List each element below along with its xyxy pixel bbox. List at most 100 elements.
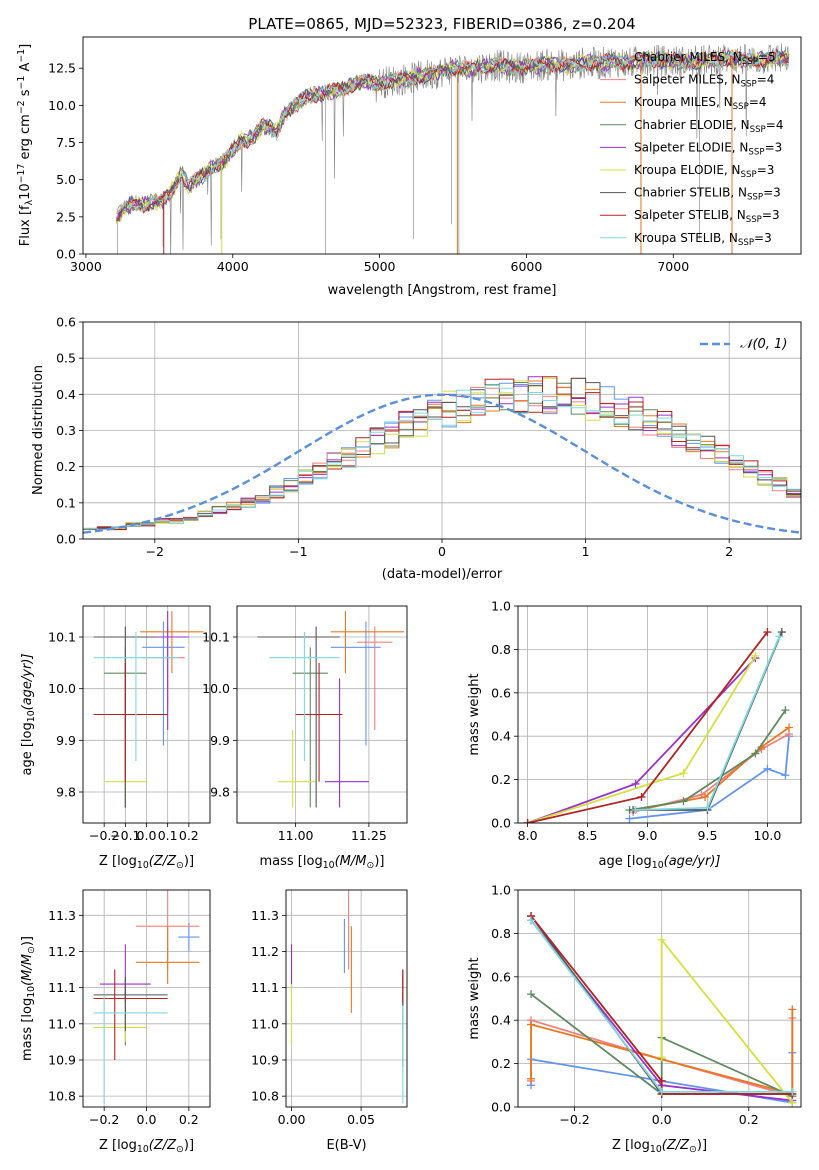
axes-frame	[82, 321, 802, 540]
y-axis-label-part: ⊙	[26, 946, 37, 954]
axes-frame	[82, 605, 211, 824]
y-tick-label: 9.8	[210, 785, 230, 800]
chart-age_vs_Z: −0.2−0.10.0 0.1 0.29.89.910.010.1Z [log10(…	[20, 605, 211, 871]
x-axis-label-part: ⊙	[689, 1144, 697, 1155]
y-axis-label-part: −17	[16, 164, 27, 184]
mass-weight-marker	[777, 628, 786, 637]
x-tick-label: −0.2	[559, 1112, 589, 1127]
y-tick-label: 1.0	[491, 883, 511, 898]
legend-label-part: SSP	[747, 193, 763, 203]
mass-weight-marker	[751, 651, 760, 660]
x-tick-label: 9.0	[638, 828, 658, 843]
plot-area	[291, 890, 404, 1104]
y-tick-label: 0.4	[491, 1013, 511, 1028]
legend-label: 𝒩(0, 1)	[740, 337, 787, 352]
chart-weight_vs_age: 8.0 8.5 9.0 9.5 10.0 0.0 0.2 0.4 0.6 0.8 1.0 age [l…	[467, 599, 802, 871]
x-axis-label: mass [log10(M/M⊙)]	[260, 854, 385, 871]
y-tick-label: 11.1	[48, 980, 76, 995]
y-tick-label: 11.3	[251, 908, 279, 923]
x-tick-label: 11.00	[278, 828, 314, 843]
y-tick-label: 9.9	[56, 733, 76, 748]
x-axis-label-part: Z [log	[612, 1138, 650, 1153]
mass-weight-marker	[625, 814, 634, 823]
y-tick-label: 0.6	[491, 969, 511, 984]
mass-weight-marker	[763, 764, 772, 773]
x-axis-label-part: Z [log	[99, 854, 137, 869]
legend-label: Salpeter STELIB, NSSP=3	[634, 208, 780, 225]
axes-frame	[236, 605, 408, 824]
x-axis-label-part: Z [log	[99, 1138, 137, 1153]
legend-label-part: =4	[749, 95, 767, 109]
y-tick-label: 0.6	[491, 685, 511, 700]
mass-weight-marker	[657, 1087, 666, 1096]
mass-weight-marker	[679, 797, 688, 806]
x-axis-label-part: mass [log	[260, 854, 323, 869]
y-tick-label: 11.2	[48, 944, 76, 959]
x-axis-label-part: )]	[184, 1138, 194, 1153]
histogram-step	[83, 378, 801, 530]
mass-weight-marker	[527, 1074, 536, 1083]
model-spectrum-line	[116, 50, 790, 218]
legend-label-part: =3	[757, 163, 775, 177]
y-axis-label: Flux [fλ10−17 erg cm−2 s−1 A−1]	[16, 44, 35, 246]
legend-label: Kroupa ELODIE, NSSP=3	[634, 163, 774, 180]
y-tick-label: 5.0	[56, 172, 76, 187]
y-tick-label: 11.0	[48, 1016, 76, 1031]
x-axis-label: E(B-V)	[326, 1138, 366, 1153]
mass-weight-marker	[785, 723, 794, 732]
y-axis-label-part: A	[18, 63, 33, 76]
x-tick-label: 0.00	[278, 1112, 306, 1127]
plot-area	[83, 376, 801, 534]
axes-frame	[517, 605, 802, 824]
y-tick-label: 10.9	[251, 1052, 279, 1067]
legend-label: Salpeter ELODIE, NSSP=3	[634, 140, 782, 157]
x-tick-label: 0.1	[158, 828, 178, 843]
mass-weight-marker	[657, 1076, 666, 1085]
y-axis-label: mass weight	[467, 957, 482, 1039]
legend-label-part: Kroupa ELODIE, N	[634, 163, 741, 177]
x-tick-label: 0.05	[347, 1112, 375, 1127]
x-axis-label: Z [log10(Z/Z⊙)]	[612, 1138, 707, 1155]
legend-label-part: SSP	[748, 147, 764, 157]
mass-weight-marker	[781, 771, 790, 780]
y-tick-label: 10.8	[251, 1089, 279, 1104]
y-axis-label: mass weight	[467, 673, 482, 755]
x-axis-label-part: (Z/Z	[662, 1138, 690, 1153]
x-tick-label: 11.25	[351, 828, 387, 843]
x-axis-label-part: ⊙	[366, 860, 374, 871]
x-tick-label: 4000	[217, 259, 249, 274]
x-tick-label: −1	[289, 544, 307, 559]
y-tick-label: 0.2	[491, 772, 511, 787]
y-tick-label: 0.0	[491, 1100, 511, 1115]
x-tick-label: 0.2	[739, 1112, 759, 1127]
y-tick-label: 0.8	[491, 642, 511, 657]
mass-weight-marker	[631, 805, 640, 814]
mass-weight-marker	[751, 749, 760, 758]
mass-weight-marker	[781, 706, 790, 715]
y-tick-label: 0.0	[491, 816, 511, 831]
y-tick-label: 10.9	[48, 1052, 76, 1067]
y-tick-label: 7.5	[56, 135, 76, 150]
x-tick-label: 8.5	[578, 828, 598, 843]
legend-label: Chabrier ELODIE, NSSP=4	[634, 118, 783, 135]
x-tick-label: 0.0	[137, 1112, 157, 1127]
x-tick-label: 0.0	[137, 828, 157, 843]
y-axis-label-part: s	[18, 89, 33, 100]
legend-label-part: =3	[762, 208, 780, 222]
legend-label: Salpeter MILES, NSSP=4	[634, 73, 774, 90]
y-axis-label: age [log10(age/yr)]	[20, 654, 37, 776]
legend-label-part: Chabrier ELODIE, N	[634, 118, 750, 132]
x-axis-label-part: 10	[652, 860, 664, 871]
plot-area	[527, 912, 797, 1107]
y-axis-label-part: 10	[26, 986, 37, 998]
y-tick-label: 0.5	[56, 351, 76, 366]
mass-weight-marker	[775, 632, 784, 641]
y-tick-label: 0.0	[56, 247, 76, 262]
y-axis-label-part: (M/M	[20, 954, 35, 986]
mass-weight-line	[530, 993, 793, 1098]
chart-mass_vs_EBV: 0.00 0.05 10.8 10.9 11.0 11.1 11.2 11.3 E(B-V)	[251, 889, 408, 1153]
x-axis-label-part: 10	[137, 860, 149, 871]
mass-weight-marker	[788, 1087, 797, 1096]
mass-weight-marker	[523, 819, 532, 823]
